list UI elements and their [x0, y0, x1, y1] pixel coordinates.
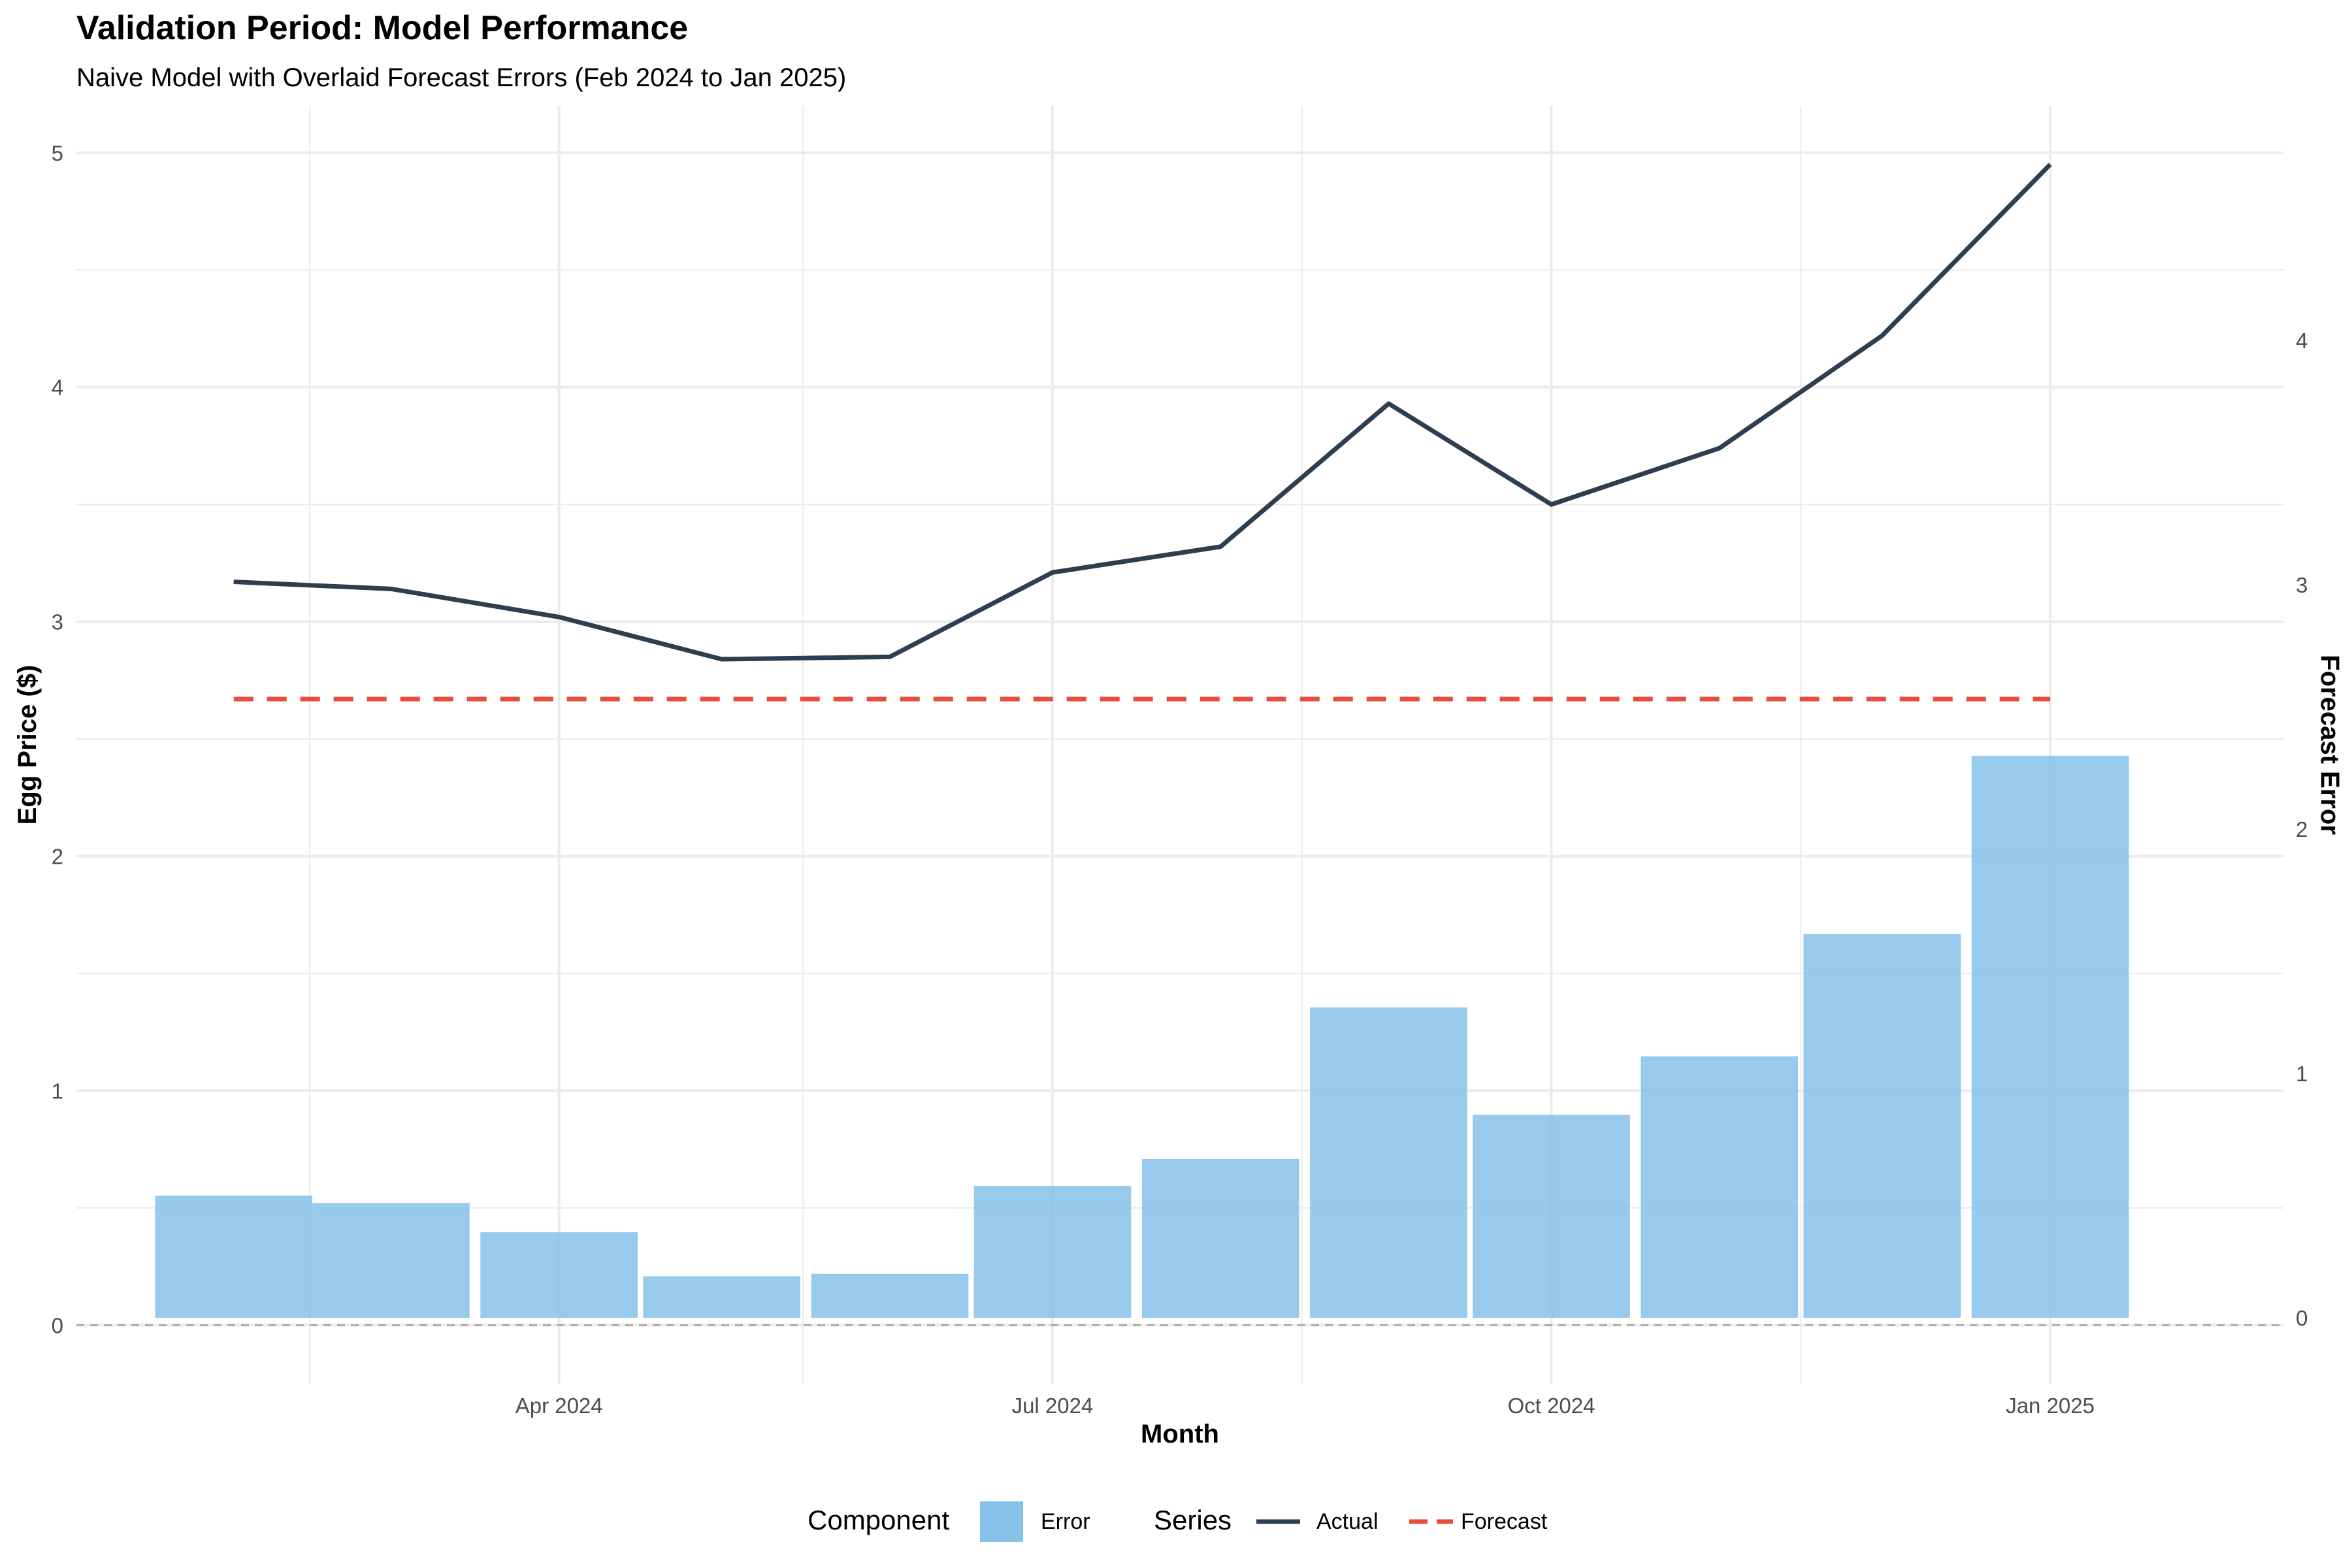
error-bars: [155, 755, 2129, 1318]
error-bar: [155, 1196, 313, 1318]
legend-actual-label: Actual: [1316, 1509, 1379, 1534]
y-tick-label: 2: [52, 844, 63, 868]
error-bar: [1141, 1158, 1299, 1318]
y2-tick-label: 3: [2296, 573, 2308, 597]
x-tick-label: Apr 2024: [515, 1394, 603, 1418]
error-bar: [1641, 1056, 1799, 1318]
y-tick-label: 1: [52, 1079, 63, 1103]
legend-error-label: Error: [1041, 1509, 1090, 1534]
y2-axis-title: Forecast Error: [2315, 655, 2344, 835]
actual-line: [233, 163, 2052, 662]
y2-tick-label: 4: [2296, 329, 2308, 353]
y2-axis-ticks: 0 1 2 3 4: [2296, 329, 2308, 1330]
legend-component-title: Component: [808, 1505, 949, 1535]
error-bar: [643, 1276, 801, 1318]
y-tick-label: 0: [52, 1313, 63, 1337]
legend-error-key: [980, 1501, 1023, 1542]
x-tick-label: Oct 2024: [1508, 1394, 1595, 1418]
x-tick-label: Jul 2024: [1012, 1394, 1094, 1418]
error-bar: [1310, 1007, 1467, 1318]
y-axis-ticks: 0 1 2 3 4 5: [52, 141, 63, 1337]
y-tick-label: 5: [52, 141, 63, 165]
y2-tick-label: 2: [2296, 817, 2308, 841]
y2-tick-label: 1: [2296, 1062, 2308, 1086]
x-tick-label: Jan 2025: [2006, 1394, 2095, 1418]
error-bar: [312, 1203, 470, 1318]
chart-subtitle: Naive Model with Overlaid Forecast Error…: [76, 63, 846, 92]
error-bar: [811, 1273, 969, 1318]
legend: Component Error Series Actual Forecast: [808, 1501, 1548, 1542]
x-axis-title: Month: [1141, 1420, 1219, 1448]
error-bar: [1971, 755, 2129, 1318]
x-axis-ticks: Apr 2024 Jul 2024 Oct 2024 Jan 2025: [515, 1394, 2095, 1418]
error-bar: [973, 1186, 1132, 1318]
y-axis-title: Egg Price ($): [13, 665, 42, 825]
error-bar: [1473, 1115, 1630, 1318]
y-tick-label: 4: [52, 376, 63, 400]
error-bar: [1803, 934, 1961, 1318]
chart-title: Validation Period: Model Performance: [76, 9, 688, 47]
grid-minor: [76, 106, 2283, 1384]
y-tick-label: 3: [52, 610, 63, 634]
legend-forecast-label: Forecast: [1461, 1509, 1548, 1534]
error-bar: [480, 1232, 638, 1318]
legend-series-title: Series: [1154, 1505, 1232, 1535]
y2-tick-label: 0: [2296, 1306, 2308, 1330]
